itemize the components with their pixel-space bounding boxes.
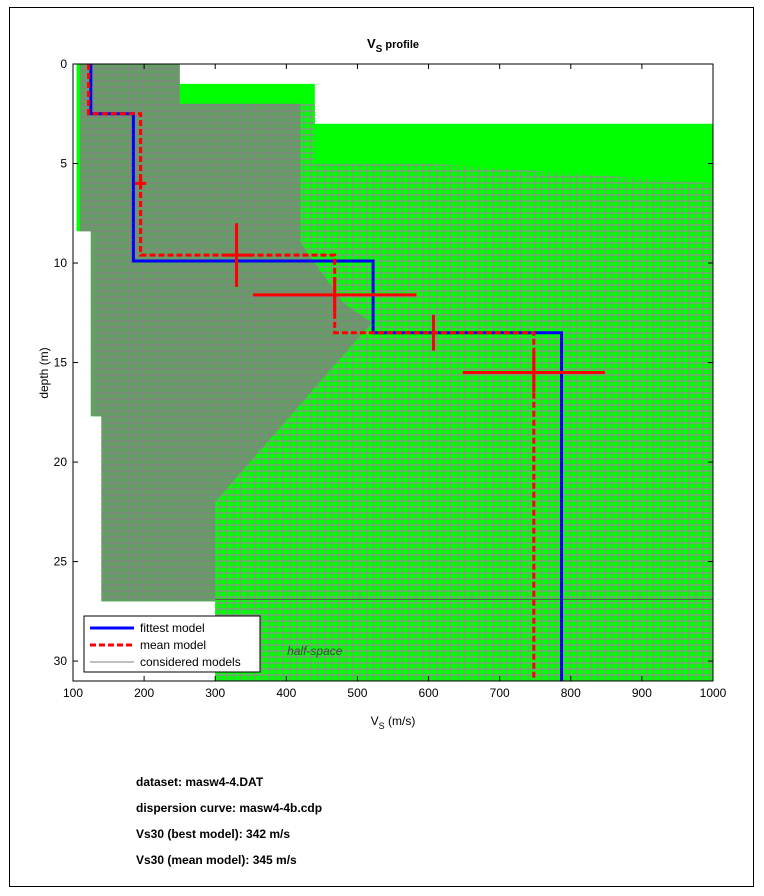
y-tick-label-15: 15 xyxy=(54,356,68,370)
plot-area-border xyxy=(72,63,714,682)
y-tick-label-25: 25 xyxy=(54,555,68,569)
x-tick-label-500: 500 xyxy=(347,686,367,700)
x-tick-label-100: 100 xyxy=(63,686,83,700)
legend-label-fittest: fittest model xyxy=(140,621,205,635)
mean-model-line xyxy=(87,64,536,681)
x-axis-label: VS (m/s) xyxy=(371,714,416,731)
half-space-annotation: half-space xyxy=(287,644,343,658)
x-tick-label-200: 200 xyxy=(134,686,154,700)
considered-models-dense-region xyxy=(80,64,372,602)
y-tick-label-30: 30 xyxy=(54,654,68,668)
x-tick-label-700: 700 xyxy=(490,686,510,700)
legend-label-mean: mean model xyxy=(140,638,206,652)
x-tick-label-1000: 1000 xyxy=(700,686,727,700)
y-tick-label-0: 0 xyxy=(60,57,67,71)
info-dispersion-curve: dispersion curve: masw4-4b.cdp xyxy=(136,801,323,815)
x-tick-label-600: 600 xyxy=(419,686,439,700)
x-tick-label-400: 400 xyxy=(276,686,296,700)
x-tick-label-900: 900 xyxy=(632,686,652,700)
y-tick-label-5: 5 xyxy=(60,157,67,171)
info-vs30-mean: Vs30 (mean model): 345 m/s xyxy=(136,853,297,867)
x-tick-label-300: 300 xyxy=(205,686,225,700)
info-dataset: dataset: masw4-4.DAT xyxy=(136,775,264,789)
info-vs30-best: Vs30 (best model): 342 m/s xyxy=(136,827,291,841)
chart-title: VS profile xyxy=(367,36,419,55)
legend: fittest model mean model considered mode… xyxy=(83,615,261,673)
y-axis-label: depth (m) xyxy=(37,347,51,398)
legend-label-considered: considered models xyxy=(140,655,241,669)
x-tick-label-800: 800 xyxy=(561,686,581,700)
y-tick-label-10: 10 xyxy=(54,256,68,270)
y-tick-label-20: 20 xyxy=(54,455,68,469)
